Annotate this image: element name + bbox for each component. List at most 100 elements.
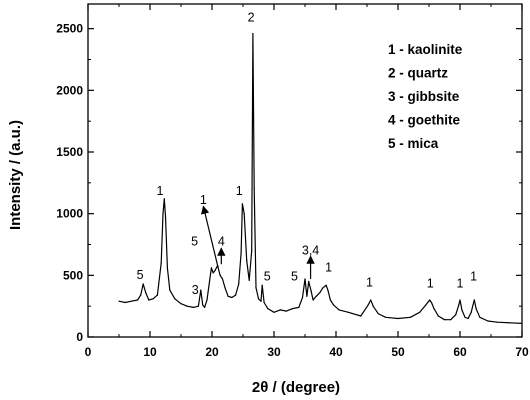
- data-point: [253, 188, 255, 190]
- data-point: [180, 303, 182, 305]
- legend-entry: 2 - quartz: [388, 66, 448, 81]
- data-point: [160, 262, 162, 264]
- legend-entry: 3 - gibbsite: [388, 89, 460, 104]
- data-point: [370, 299, 372, 301]
- data-point: [240, 252, 242, 254]
- y-axis-title: Intensity / (a.u.): [7, 120, 24, 230]
- data-point: [279, 309, 281, 311]
- data-point: [148, 299, 150, 301]
- data-point: [186, 305, 188, 307]
- data-point: [475, 308, 477, 310]
- data-point: [255, 287, 257, 289]
- data-point: [332, 304, 335, 306]
- data-point: [243, 213, 245, 215]
- data-point: [273, 311, 275, 313]
- data-point: [238, 283, 240, 285]
- y-tick-label: 1500: [56, 145, 83, 159]
- data-point: [467, 317, 469, 320]
- x-tick-label: 30: [267, 345, 281, 359]
- annotation-arrow: [201, 205, 219, 269]
- data-point: [140, 294, 142, 296]
- data-point: [197, 305, 199, 307]
- data-point: [227, 295, 229, 297]
- data-point: [429, 299, 431, 301]
- data-point: [312, 299, 314, 301]
- data-point: [137, 299, 139, 301]
- data-point: [325, 284, 327, 286]
- data-point: [200, 289, 202, 291]
- data-point: [124, 301, 126, 304]
- data-point: [385, 316, 387, 318]
- data-point: [162, 213, 164, 215]
- data-point: [450, 319, 452, 321]
- data-point: [304, 278, 306, 280]
- peak-label: 2: [248, 10, 255, 24]
- x-tick-label: 70: [515, 345, 529, 359]
- data-point: [310, 290, 312, 292]
- data-point: [487, 320, 489, 322]
- peak-label: 1: [366, 275, 373, 289]
- data-point: [329, 299, 331, 301]
- axes: 0 10 20 30 40 50 60 70 0 500 1000 1500 2000 2500: [56, 3, 529, 359]
- data-point: [327, 289, 329, 291]
- peak-label: 1: [156, 184, 163, 198]
- data-point: [202, 304, 204, 306]
- peak-label: 1: [325, 261, 332, 275]
- data-point: [377, 313, 379, 315]
- data-point: [248, 279, 250, 281]
- data-point: [164, 215, 167, 217]
- peak-label: 5: [191, 235, 198, 249]
- peak-label: 1: [457, 277, 464, 291]
- x-tick-label: 0: [85, 345, 92, 359]
- data-point: [166, 267, 168, 269]
- data-point: [214, 269, 216, 271]
- data-point: [338, 309, 340, 311]
- data-point: [509, 322, 511, 324]
- data-point: [130, 300, 132, 302]
- peak-label: 3: [192, 283, 199, 297]
- data-point: [145, 292, 147, 294]
- data-point: [204, 306, 206, 308]
- data-point: [252, 33, 254, 35]
- data-point: [319, 292, 321, 294]
- data-point: [459, 299, 461, 301]
- peak-label: 5: [291, 269, 298, 283]
- data-point: [521, 322, 523, 324]
- data-point: [409, 316, 411, 318]
- data-point: [464, 316, 466, 318]
- x-tick-label: 40: [329, 345, 343, 359]
- data-point: [263, 301, 265, 304]
- peak-label: 1: [200, 193, 207, 207]
- x-axis-title: 2θ / (degree): [252, 379, 340, 396]
- peak-label: 3,4: [302, 243, 319, 257]
- legend-entry: 1 - kaolinite: [388, 42, 463, 57]
- data-point: [261, 284, 263, 286]
- legend-entry: 5 - mica: [388, 136, 439, 151]
- data-point: [235, 294, 237, 296]
- peak-label: 4: [218, 235, 225, 249]
- data-point: [192, 306, 194, 308]
- x-tick-label: 50: [391, 345, 405, 359]
- data-point: [231, 296, 233, 299]
- data-point: [152, 298, 154, 300]
- data-point: [251, 250, 253, 252]
- data-point: [292, 308, 294, 310]
- data-point: [224, 287, 226, 289]
- data-point: [285, 310, 287, 312]
- data-point: [267, 308, 269, 310]
- x-tick-label: 20: [205, 345, 219, 359]
- y-tick-label: 2000: [56, 83, 83, 97]
- x-tick-label: 60: [453, 345, 467, 359]
- data-point: [118, 300, 120, 302]
- data-point: [298, 306, 300, 308]
- data-point: [455, 314, 457, 316]
- data-point: [372, 305, 374, 307]
- y-tick-label: 2500: [56, 22, 83, 36]
- data-point: [437, 315, 439, 317]
- data-point: [306, 295, 308, 297]
- data-point: [430, 301, 433, 304]
- data-point: [419, 311, 421, 313]
- peak-label: 1: [236, 184, 243, 198]
